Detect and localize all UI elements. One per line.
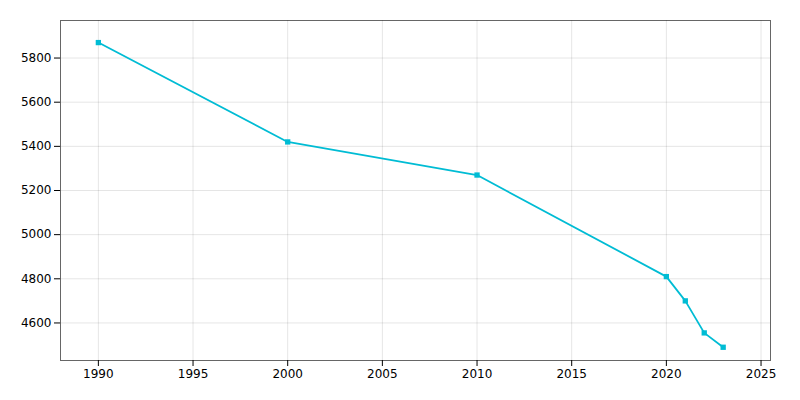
- svg-text:5200: 5200: [21, 183, 52, 197]
- svg-text:5000: 5000: [21, 227, 52, 241]
- svg-text:4800: 4800: [21, 272, 52, 286]
- svg-text:5600: 5600: [21, 95, 52, 109]
- svg-text:2010: 2010: [462, 367, 493, 381]
- svg-text:5400: 5400: [21, 139, 52, 153]
- svg-text:2005: 2005: [367, 367, 398, 381]
- svg-text:1990: 1990: [83, 367, 114, 381]
- svg-text:2025: 2025: [746, 367, 777, 381]
- svg-text:1995: 1995: [178, 367, 209, 381]
- svg-text:2020: 2020: [651, 367, 682, 381]
- svg-text:2000: 2000: [272, 367, 303, 381]
- svg-text:2015: 2015: [556, 367, 587, 381]
- svg-text:5800: 5800: [21, 51, 52, 65]
- svg-text:4600: 4600: [21, 316, 52, 330]
